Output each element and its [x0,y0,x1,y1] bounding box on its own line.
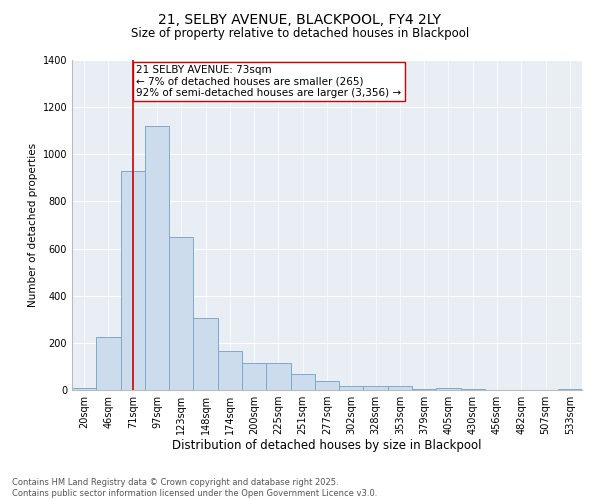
Bar [121,171,145,390]
Bar [364,386,388,390]
Y-axis label: Number of detached properties: Number of detached properties [28,143,38,307]
Bar [169,237,193,390]
X-axis label: Distribution of detached houses by size in Blackpool: Distribution of detached houses by size … [172,438,482,452]
Bar [412,389,436,390]
Bar [266,363,290,390]
Bar [145,126,169,390]
Bar [193,318,218,390]
Text: 21 SELBY AVENUE: 73sqm
← 7% of detached houses are smaller (265)
92% of semi-det: 21 SELBY AVENUE: 73sqm ← 7% of detached … [136,64,401,98]
Bar [218,351,242,390]
Bar [315,380,339,390]
Text: Contains HM Land Registry data © Crown copyright and database right 2025.
Contai: Contains HM Land Registry data © Crown c… [12,478,377,498]
Text: Size of property relative to detached houses in Blackpool: Size of property relative to detached ho… [131,28,469,40]
Bar [290,374,315,390]
Bar [436,388,461,390]
Bar [242,363,266,390]
Bar [339,386,364,390]
Text: 21, SELBY AVENUE, BLACKPOOL, FY4 2LY: 21, SELBY AVENUE, BLACKPOOL, FY4 2LY [158,12,442,26]
Bar [72,388,96,390]
Bar [96,337,121,390]
Bar [388,386,412,390]
